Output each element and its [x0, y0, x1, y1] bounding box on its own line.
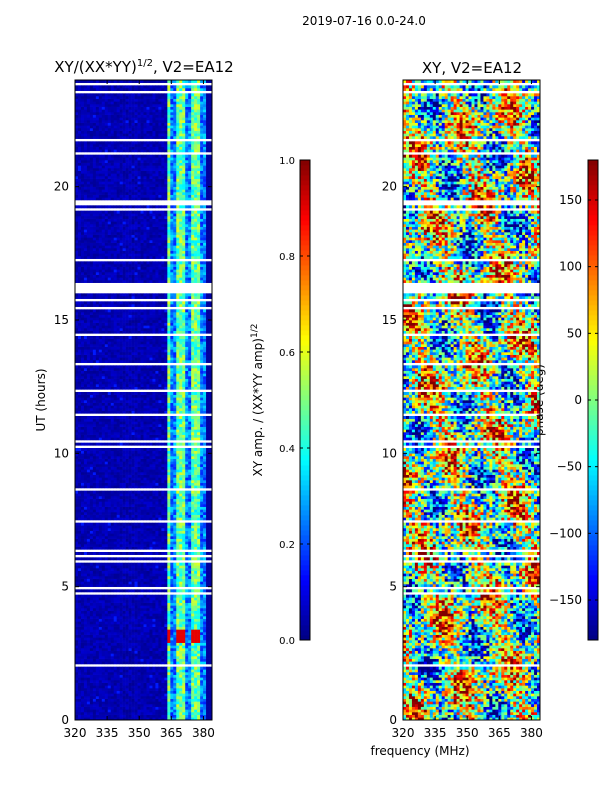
panel2-ytick-label: 5: [389, 580, 397, 594]
colorbar2-tick-label: −50: [557, 460, 582, 474]
figure: XY/(XX*YY)1/2, V2=EA12 XY, V2=EA12 UT (h…: [0, 0, 600, 800]
colorbar1-label: XY amp. / (XX*YY amp)1/2: [250, 324, 265, 477]
panel2-ytick-label: 0: [389, 713, 397, 727]
panel2-xtick-label: 380: [520, 726, 543, 740]
panel1-ylabel: UT (hours): [34, 368, 48, 431]
panel2-xtick-label: 320: [392, 726, 415, 740]
panel1-ytick-label: 0: [61, 713, 69, 727]
colorbar2-tick-label: 150: [559, 193, 582, 207]
colorbar1: [300, 160, 310, 640]
colorbar1-tick-label: 0.2: [279, 540, 295, 551]
colorbar2-tick-label: −100: [549, 526, 582, 540]
panel1-title: XY/(XX*YY)1/2, V2=EA12: [54, 58, 233, 76]
heatmap-panel2: [403, 80, 540, 720]
panel2-ytick-label: 10: [382, 446, 397, 460]
panel2-xtick-label: 350: [456, 726, 479, 740]
panel1-ytick-label: 20: [54, 180, 69, 194]
panel1-ytick-label: 15: [54, 313, 69, 327]
panel2-xlabel: frequency (MHz): [370, 744, 469, 758]
colorbar2-tick-label: 0: [574, 393, 582, 407]
panel1-ytick-label: 5: [61, 580, 69, 594]
panel1-xtick-label: 335: [96, 726, 119, 740]
panel1-xtick-label: 350: [128, 726, 151, 740]
panel1-xtick-label: 380: [192, 726, 215, 740]
panel2-xtick-label: 365: [488, 726, 511, 740]
colorbar1-tick-label: 0.6: [279, 348, 295, 359]
panel1-xtick-label: 320: [64, 726, 87, 740]
panel1-xtick-label: 365: [160, 726, 183, 740]
colorbar2-tick-label: −150: [549, 593, 582, 607]
panel1-ytick-label: 10: [54, 446, 69, 460]
panel2-xtick-label: 335: [424, 726, 447, 740]
panel2-title: XY, V2=EA12: [422, 59, 522, 77]
heatmap-panel1: [75, 80, 212, 720]
panel2-ytick-label: 20: [382, 180, 397, 194]
colorbar1-tick-label: 0.0: [279, 636, 295, 647]
panel2-ytick-label: 15: [382, 313, 397, 327]
colorbar1-tick-label: 1.0: [279, 156, 295, 167]
colorbar2-tick-label: 100: [559, 260, 582, 274]
colorbar1-tick-label: 0.4: [279, 444, 295, 455]
colorbar1-tick-label: 0.8: [279, 252, 295, 263]
colorbar2-tick-label: 50: [567, 326, 582, 340]
